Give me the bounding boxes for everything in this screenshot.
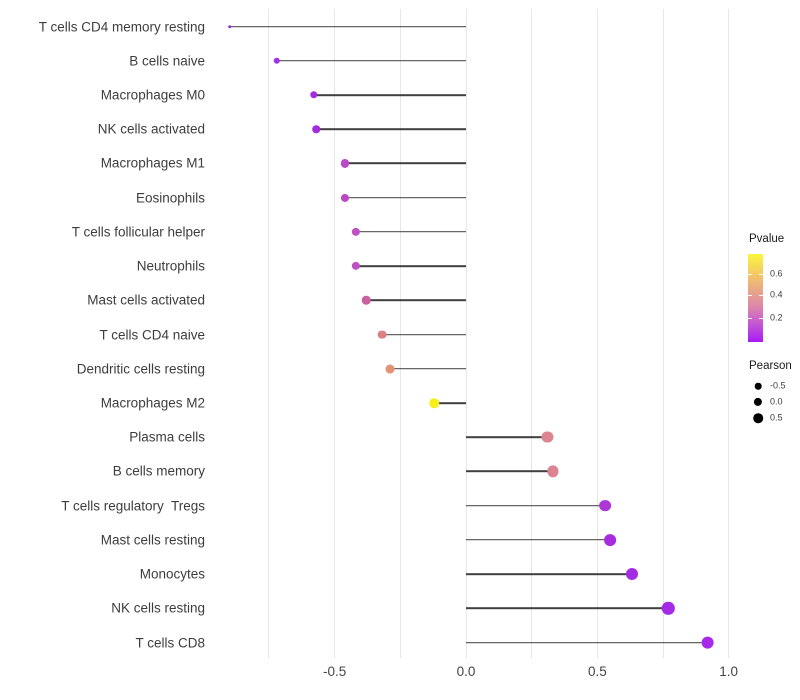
data-point[interactable] <box>227 24 232 29</box>
lollipop-stem <box>466 436 548 438</box>
data-point[interactable] <box>429 398 440 408</box>
lollipop-stem <box>466 504 606 507</box>
x-axis-tick-label: 0.0 <box>456 664 476 679</box>
x-gridline <box>465 9 467 658</box>
x-axis-tick-label: 1.0 <box>719 664 739 679</box>
y-axis-label: Mast cells resting <box>100 532 205 548</box>
x-gridline <box>531 9 533 658</box>
x-gridline <box>399 9 401 658</box>
lollipop-stem <box>434 402 466 404</box>
y-axis-label: Neutrophils <box>136 258 205 274</box>
legend-pvalue-gradient-bar <box>748 254 763 342</box>
pvalue-tick-label: 0.2 <box>770 312 783 323</box>
lollipop-stem <box>229 25 466 28</box>
data-point[interactable] <box>341 159 350 168</box>
data-point[interactable] <box>662 602 675 615</box>
data-point[interactable] <box>273 57 281 64</box>
lollipop-stem <box>466 573 632 575</box>
colorbar-tick <box>759 317 763 319</box>
pearson-size-label: -0.5 <box>770 380 786 391</box>
lollipop-stem <box>345 162 466 165</box>
x-gridline <box>728 9 730 658</box>
y-axis-label: T cells CD4 naive <box>99 326 205 342</box>
x-gridline <box>662 9 664 658</box>
data-point[interactable] <box>547 465 559 477</box>
pearson-size-label: 0.5 <box>770 412 783 423</box>
legend-pearson-title: Pearson <box>749 360 792 372</box>
lollipop-stem <box>316 128 466 130</box>
legend-pvalue-title: Pvalue <box>749 233 785 245</box>
lollipop-stem <box>466 470 553 473</box>
y-axis-label: T cells CD8 <box>135 634 205 650</box>
data-point[interactable] <box>377 330 387 339</box>
colorbar-tick <box>748 317 752 319</box>
pearson-size-dot <box>754 382 762 390</box>
y-axis-label: Plasma cells <box>129 429 205 445</box>
lollipop-stem <box>389 367 466 370</box>
lollipop-stem <box>276 59 466 62</box>
lollipop-stem <box>466 539 611 541</box>
lollipop-stem <box>381 333 466 336</box>
data-point[interactable] <box>309 91 318 99</box>
x-gridline <box>334 9 336 658</box>
data-point[interactable] <box>599 499 612 512</box>
data-point[interactable] <box>341 193 350 202</box>
data-point[interactable] <box>312 125 321 133</box>
x-gridline <box>268 9 270 658</box>
lollipop-stem <box>466 641 708 644</box>
pvalue-tick-label: 0.6 <box>770 268 783 279</box>
y-axis-label: Macrophages M1 <box>100 155 205 171</box>
x-gridline <box>596 9 598 658</box>
data-point[interactable] <box>541 431 553 443</box>
x-axis-tick-label: -0.5 <box>323 664 347 679</box>
y-axis-label: Dendritic cells resting <box>76 360 205 376</box>
data-point[interactable] <box>351 227 360 236</box>
lollipop-stem <box>313 94 466 96</box>
data-point[interactable] <box>701 636 715 649</box>
colorbar-tick <box>759 273 763 275</box>
data-point[interactable] <box>625 568 638 581</box>
lollipop-stem <box>366 299 466 302</box>
y-axis-label: T cells CD4 memory resting <box>38 18 205 34</box>
y-axis-label: Macrophages M0 <box>100 87 205 103</box>
data-point[interactable] <box>361 296 371 305</box>
lollipop-stem <box>466 607 669 610</box>
lollipop-stem <box>355 231 466 233</box>
x-axis-tick-label: 0.5 <box>587 664 607 679</box>
y-axis-label: Macrophages M2 <box>100 395 205 411</box>
data-point[interactable] <box>385 364 395 374</box>
colorbar-tick <box>759 294 763 296</box>
lollipop-stem <box>345 196 466 199</box>
y-axis-label: Monocytes <box>139 566 205 582</box>
lollipop-stem <box>355 265 466 267</box>
y-axis-label: NK cells resting <box>111 600 205 616</box>
y-axis-label: Mast cells activated <box>87 292 205 308</box>
pearson-size-dot <box>753 413 763 423</box>
y-axis-label: Eosinophils <box>135 189 205 205</box>
y-axis-label: NK cells activated <box>97 121 205 137</box>
y-axis-label: T cells regulatory Tregs <box>61 497 205 513</box>
y-axis-label: B cells naive <box>129 52 205 68</box>
y-axis-label: B cells memory <box>112 463 205 479</box>
pearson-size-label: 0.0 <box>770 396 783 407</box>
data-point[interactable] <box>351 261 360 271</box>
pearson-size-dot <box>753 397 763 407</box>
colorbar-tick <box>748 273 752 275</box>
y-axis-label: T cells follicular helper <box>71 224 205 240</box>
pvalue-tick-label: 0.4 <box>770 289 783 300</box>
data-point[interactable] <box>604 533 617 546</box>
colorbar-tick <box>748 294 752 296</box>
